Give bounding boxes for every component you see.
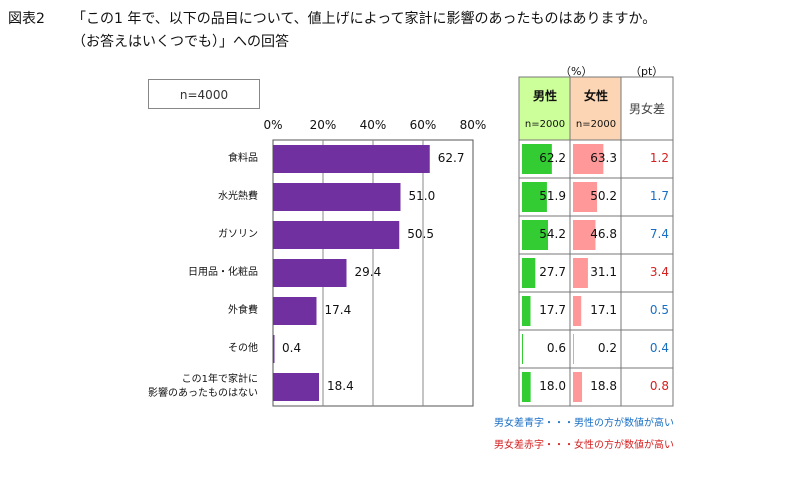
- male-value: 51.9: [539, 189, 566, 203]
- female-value: 63.3: [590, 151, 617, 165]
- female-cell-bar: [573, 182, 598, 212]
- category-label: 外食費: [228, 305, 258, 316]
- bar-value-label: 17.4: [324, 303, 352, 317]
- category-label: 日用品・化粧品: [188, 267, 258, 278]
- male-cell-bar: [522, 220, 549, 250]
- x-tick-label: 60%: [409, 118, 437, 132]
- sample-size-box: n=4000: [148, 79, 260, 109]
- male-value: 17.7: [539, 303, 566, 317]
- note-blue: 男女差青字・・・男性の方が数値が高い: [494, 418, 674, 429]
- diff-header: 男女差: [628, 102, 665, 116]
- female-cell-bar: [573, 144, 604, 174]
- percent-unit-label: （%）: [560, 65, 593, 78]
- female-value: 17.1: [590, 303, 617, 317]
- female-cell-bar: [573, 372, 583, 402]
- male-value: 18.0: [539, 379, 566, 393]
- category-label: 影響のあったものはない: [148, 388, 258, 399]
- x-tick-label: 0%: [263, 118, 283, 132]
- male-value: 62.2: [539, 151, 566, 165]
- female-value: 46.8: [590, 227, 617, 241]
- category-label: ガソリン: [218, 229, 258, 240]
- bar-value-label: 0.4: [282, 341, 302, 355]
- female-cell-bar: [573, 258, 588, 288]
- male-cell-bar: [522, 144, 552, 174]
- female-value: 0.2: [597, 341, 617, 355]
- female-cell-bar: [573, 220, 596, 250]
- female-value: 31.1: [590, 265, 617, 279]
- diff-value: 7.4: [649, 227, 669, 241]
- category-label: 水光熱費: [218, 191, 258, 202]
- bar-value-label: 62.7: [437, 151, 465, 165]
- bar: [273, 183, 401, 211]
- male-cell-bar: [522, 372, 531, 402]
- female-header-fill: [570, 77, 621, 140]
- female-value: 18.8: [590, 379, 617, 393]
- title-line-1: 「この1 年で、以下の品目について、値上げによって家計に影響のあったものはありま…: [72, 11, 657, 27]
- category-label: この1年で家計に: [181, 374, 258, 385]
- male-header: 男性: [532, 89, 557, 103]
- category-label: 食料品: [228, 153, 258, 164]
- category-label: その他: [228, 343, 258, 354]
- title-line-2: （お答えはいくつでも）」への回答: [72, 34, 289, 50]
- diff-value: 0.5: [649, 303, 669, 317]
- female-header: 女性: [583, 89, 608, 103]
- female-n: n=2000: [575, 119, 617, 130]
- bar: [273, 259, 347, 287]
- male-cell-bar: [522, 334, 523, 364]
- bar: [273, 221, 400, 249]
- female-cell-bar: [573, 334, 574, 364]
- x-tick-label: 40%: [359, 118, 387, 132]
- diff-value: 0.8: [649, 379, 669, 393]
- male-value: 0.6: [546, 341, 566, 355]
- note-red: 男女差赤字・・・女性の方が数値が高い: [494, 440, 674, 451]
- bar-value-label: 18.4: [327, 379, 354, 393]
- bar: [273, 297, 317, 325]
- x-tick-label: 80%: [459, 118, 487, 132]
- diff-value: 1.7: [649, 189, 669, 203]
- male-value: 54.2: [539, 227, 566, 241]
- male-n: n=2000: [524, 119, 566, 130]
- x-tick-label: 20%: [309, 118, 337, 132]
- bar-value-label: 29.4: [354, 265, 382, 279]
- diff-value: 1.2: [649, 151, 669, 165]
- male-cell-bar: [522, 296, 531, 326]
- male-cell-bar: [522, 258, 536, 288]
- bar-value-label: 50.5: [407, 227, 434, 241]
- female-value: 50.2: [590, 189, 617, 203]
- bar: [273, 335, 275, 363]
- bar: [273, 145, 430, 173]
- points-unit-label: （pt）: [630, 65, 664, 78]
- figure-label: 図表2: [8, 11, 45, 27]
- diff-value: 0.4: [649, 341, 669, 355]
- bar: [273, 373, 319, 401]
- male-value: 27.7: [539, 265, 566, 279]
- male-cell-bar: [522, 182, 547, 212]
- diff-value: 3.4: [649, 265, 669, 279]
- male-header-fill: [519, 77, 570, 140]
- female-cell-bar: [573, 296, 582, 326]
- bar-value-label: 51.0: [408, 189, 436, 203]
